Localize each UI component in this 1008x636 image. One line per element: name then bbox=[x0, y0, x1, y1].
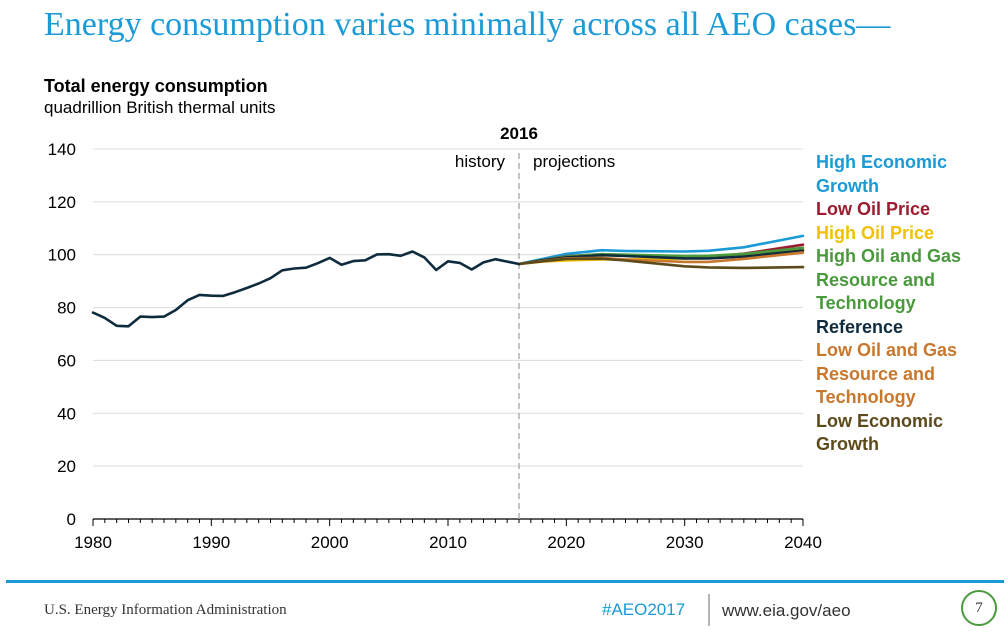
y-tick-label-20: 20 bbox=[57, 457, 76, 476]
x-tick-label-2020: 2020 bbox=[547, 533, 585, 552]
chart-legend: High Economic Growth Low Oil Price High Oil… bbox=[816, 151, 1006, 457]
legend-entry: Resource and bbox=[816, 363, 936, 384]
legend-entry: Reference bbox=[816, 316, 904, 337]
divider-year-label: 2016 bbox=[500, 124, 538, 143]
x-tick-label-2000: 2000 bbox=[311, 533, 349, 552]
y-tick-label-0: 0 bbox=[67, 510, 76, 529]
y-tick-label-60: 60 bbox=[57, 351, 76, 370]
y-tick-label-140: 140 bbox=[48, 140, 76, 159]
footer-hashtag[interactable]: #AEO2017 bbox=[602, 600, 686, 619]
x-tick-label-2030: 2030 bbox=[666, 533, 704, 552]
y-tick-label-120: 120 bbox=[48, 193, 76, 212]
legend-entry: Low Oil and Gas bbox=[816, 340, 958, 360]
projections-label: projections bbox=[533, 152, 615, 171]
chart-title: Total energy consumption bbox=[44, 76, 268, 96]
legend-entry: Low Economic bbox=[816, 410, 944, 431]
footer-url-link[interactable]: www.eia.gov/aeo bbox=[722, 601, 851, 620]
history-label: history bbox=[455, 152, 506, 171]
series-line-high-economic-growth bbox=[517, 234, 805, 266]
legend-entry: High Economic bbox=[816, 152, 948, 172]
slide-title: Energy consumption varies minimally acro… bbox=[44, 6, 891, 43]
x-tick-label-2010: 2010 bbox=[429, 533, 467, 552]
x-tick-label-1990: 1990 bbox=[192, 533, 230, 552]
legend-entry: Growth bbox=[816, 175, 879, 196]
chart-subtitle: quadrillion British thermal units bbox=[44, 98, 276, 117]
footer-divider-line bbox=[6, 580, 1004, 583]
history-line bbox=[91, 250, 521, 328]
page-number: 7 bbox=[975, 599, 983, 616]
legend-entry: Growth bbox=[816, 434, 879, 454]
page-number-badge: 7 bbox=[961, 590, 997, 626]
legend-entry: Low Oil Price bbox=[816, 199, 931, 219]
legend-entry: Technology bbox=[816, 293, 916, 313]
series-line-low-economic-growth bbox=[517, 257, 805, 270]
legend-entry: High Oil Price bbox=[816, 222, 935, 243]
y-tick-label-40: 40 bbox=[57, 404, 76, 423]
x-tick-label-1980: 1980 bbox=[74, 533, 112, 552]
footer-agency-name: U.S. Energy Information Administration bbox=[44, 602, 287, 618]
legend-entry: High Oil and Gas bbox=[816, 246, 962, 266]
y-tick-label-80: 80 bbox=[57, 299, 76, 318]
footer-separator bbox=[708, 594, 710, 626]
y-tick-label-100: 100 bbox=[48, 246, 76, 265]
legend-entry: Resource and bbox=[816, 269, 936, 290]
x-tick-label-2040: 2040 bbox=[784, 533, 822, 552]
legend-entry: Technology bbox=[816, 387, 916, 407]
